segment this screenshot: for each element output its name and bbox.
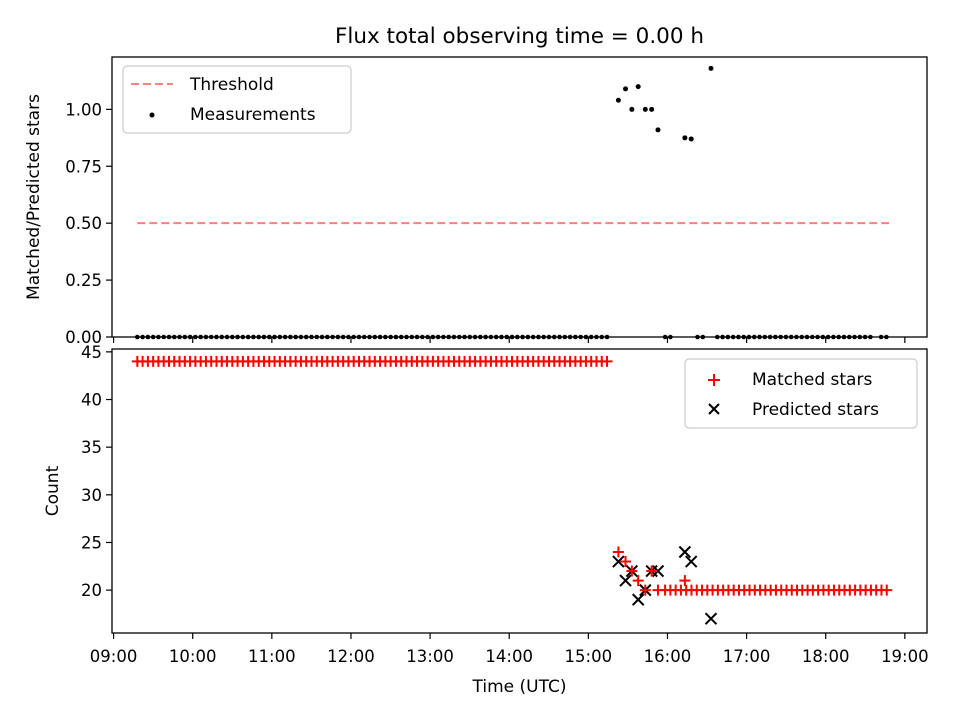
bottom-y-axis-ticks: 20 25 30 35 40 45 [81, 343, 112, 600]
measurement-point [688, 136, 694, 142]
measurement-point [649, 106, 655, 112]
measurement-point [682, 135, 688, 141]
bottom-y-tick-label: 20 [81, 581, 102, 600]
x-tick-label: 18:00 [802, 647, 850, 666]
bottom-y-tick-label: 40 [81, 391, 102, 410]
matched-star-marker [632, 575, 644, 587]
predicted-marker-b [612, 555, 625, 568]
predicted-star-marker [704, 612, 718, 625]
measurement-point [655, 127, 661, 133]
predicted-marker-b [619, 574, 632, 587]
bottom-y-tick-label: 35 [81, 438, 102, 457]
predicted-star-marker [684, 555, 698, 568]
bottom-y-tick-label: 25 [81, 533, 102, 552]
measurement-point [629, 106, 635, 112]
matched-star-marker [639, 584, 651, 596]
top-y-tick-label: 0.75 [65, 157, 102, 176]
predicted-marker-b [678, 545, 692, 559]
top-plot-frame [111, 56, 928, 338]
x-tick-label: 16:00 [644, 647, 692, 666]
predicted-star-marker [619, 574, 632, 587]
measurement-point [708, 65, 714, 71]
predicted-marker-b [651, 564, 665, 578]
top-y-tick-label: 0.50 [65, 214, 102, 233]
legend-predicted-swatch [708, 403, 720, 415]
measurement-point [615, 97, 621, 103]
x-tick-label: 13:00 [406, 647, 454, 666]
x-axis-label: Time (UTC) [472, 677, 567, 697]
matched-star-marker [620, 556, 632, 568]
matched-star-marker [646, 565, 658, 577]
top-legend: Threshold Measurements [122, 65, 352, 134]
legend-matched-swatch [708, 374, 720, 386]
top-x-axis-ticks [112, 337, 906, 343]
x-tick-label: 15:00 [565, 647, 613, 666]
matched-star-marker [881, 584, 893, 596]
predicted-marker-b [704, 612, 718, 625]
predicted-marker-b [631, 593, 645, 606]
chart-title: Flux total observing time = 0.00 h [335, 24, 704, 49]
measurement-point [623, 86, 629, 92]
matched-star-marker [679, 575, 691, 587]
x-tick-label: 10:00 [169, 647, 217, 666]
legend-threshold-label: Threshold [189, 75, 274, 95]
x-tick-label: 17:00 [723, 647, 771, 666]
legend-measurements-swatch [149, 112, 155, 118]
x-tick-label: 14:00 [485, 647, 533, 666]
top-legend-box [122, 65, 352, 134]
bottom-plot-frame [111, 348, 928, 634]
bottom-y-axis-label: Count [43, 465, 63, 516]
measurement-point [642, 106, 648, 112]
top-panel: 0.00 0.25 0.50 0.75 1.00 Matched/Predicted s… [24, 56, 928, 347]
matched-star-marker [612, 546, 624, 558]
bottom-x-axis-ticks: 09:00 10:00 11:00 12:00 13:00 14:00 15:00 16:00… [90, 633, 929, 666]
predicted-star-marker [612, 555, 625, 568]
legend-predicted-label: Predicted stars [752, 400, 879, 420]
legend-measurements-label: Measurements [190, 105, 316, 125]
x-tick-label: 09:00 [90, 647, 138, 666]
top-y-tick-label: 1.00 [65, 100, 102, 119]
top-y-axis-ticks: 0.00 0.25 0.50 0.75 1.00 [65, 100, 112, 347]
measurement-point [635, 84, 641, 90]
predicted-star-marker [651, 564, 665, 578]
predicted-star-marker [631, 593, 645, 606]
legend-matched-label: Matched stars [752, 370, 872, 390]
bottom-panel: 20 25 30 35 40 45 09:00 10:00 11:00 12:00 13:00 14… [43, 343, 929, 697]
bottom-legend: Matched stars Predicted stars [684, 358, 918, 429]
matched-star-marker [626, 565, 638, 577]
top-y-tick-label: 0.00 [65, 328, 102, 347]
bottom-plot-marks [131, 355, 893, 625]
bottom-legend-box [684, 358, 918, 429]
top-y-tick-label: 0.25 [65, 271, 102, 290]
x-tick-label: 19:00 [881, 647, 929, 666]
bottom-y-tick-label: 45 [81, 343, 102, 362]
bottom-y-tick-label: 30 [81, 486, 102, 505]
x-tick-label: 12:00 [327, 647, 375, 666]
matched-star-marker [652, 584, 664, 596]
predicted-marker-b [684, 555, 698, 568]
x-tick-label: 11:00 [248, 647, 296, 666]
predicted-star-marker [678, 545, 692, 559]
top-y-axis-label: Matched/Predicted stars [24, 94, 44, 300]
matched-star-marker [601, 355, 613, 367]
